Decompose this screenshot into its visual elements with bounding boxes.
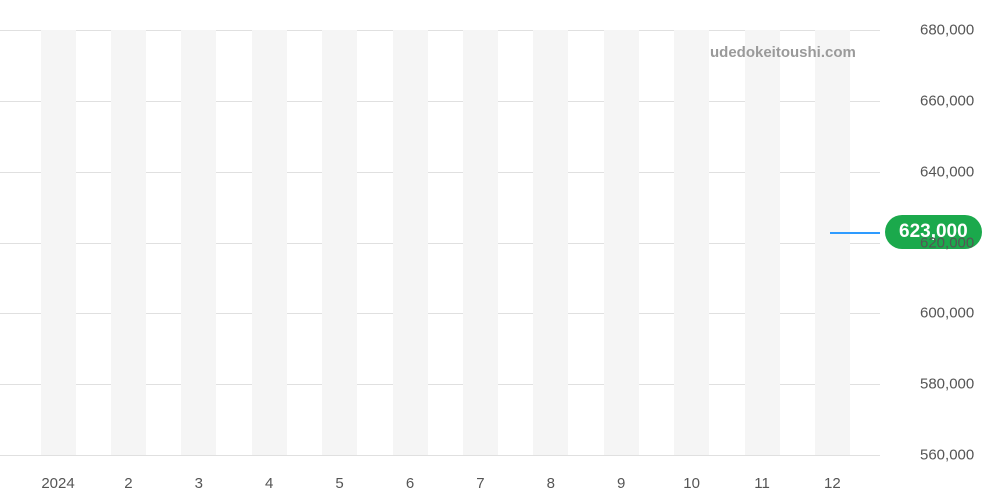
- x-band: [533, 30, 568, 455]
- x-axis-label: 11: [754, 475, 770, 492]
- x-axis-label: 12: [824, 475, 841, 492]
- x-band: [393, 30, 428, 455]
- y-axis-label: 640,000: [900, 163, 1000, 180]
- x-axis-label: 8: [547, 475, 555, 492]
- price-line: [830, 232, 880, 234]
- y-axis-label: 580,000: [900, 376, 1000, 393]
- x-axis-label: 3: [195, 475, 203, 492]
- y-axis-label: 620,000: [900, 234, 1000, 251]
- x-band: [745, 30, 780, 455]
- y-axis-label: 680,000: [900, 22, 1000, 39]
- x-axis-label: 7: [476, 475, 484, 492]
- x-band: [252, 30, 287, 455]
- x-band: [111, 30, 146, 455]
- x-band: [815, 30, 850, 455]
- watermark: udedokeitoushi.com: [710, 44, 856, 61]
- x-band: [604, 30, 639, 455]
- price-chart: udedokeitoushi.com 623,000 560,000580,00…: [0, 0, 1000, 500]
- x-axis-label: 5: [335, 475, 343, 492]
- x-axis-label: 9: [617, 475, 625, 492]
- x-band: [674, 30, 709, 455]
- x-band: [41, 30, 76, 455]
- x-band: [322, 30, 357, 455]
- x-axis-label: 4: [265, 475, 273, 492]
- gridline: [0, 455, 880, 456]
- y-axis-label: 560,000: [900, 447, 1000, 464]
- x-axis-label: 6: [406, 475, 414, 492]
- x-axis-label: 2024: [41, 475, 74, 492]
- x-band: [181, 30, 216, 455]
- y-axis-label: 660,000: [900, 92, 1000, 109]
- x-axis-label: 2: [124, 475, 132, 492]
- x-band: [463, 30, 498, 455]
- y-axis-label: 600,000: [900, 305, 1000, 322]
- plot-area: [0, 30, 880, 455]
- x-axis-label: 10: [683, 475, 700, 492]
